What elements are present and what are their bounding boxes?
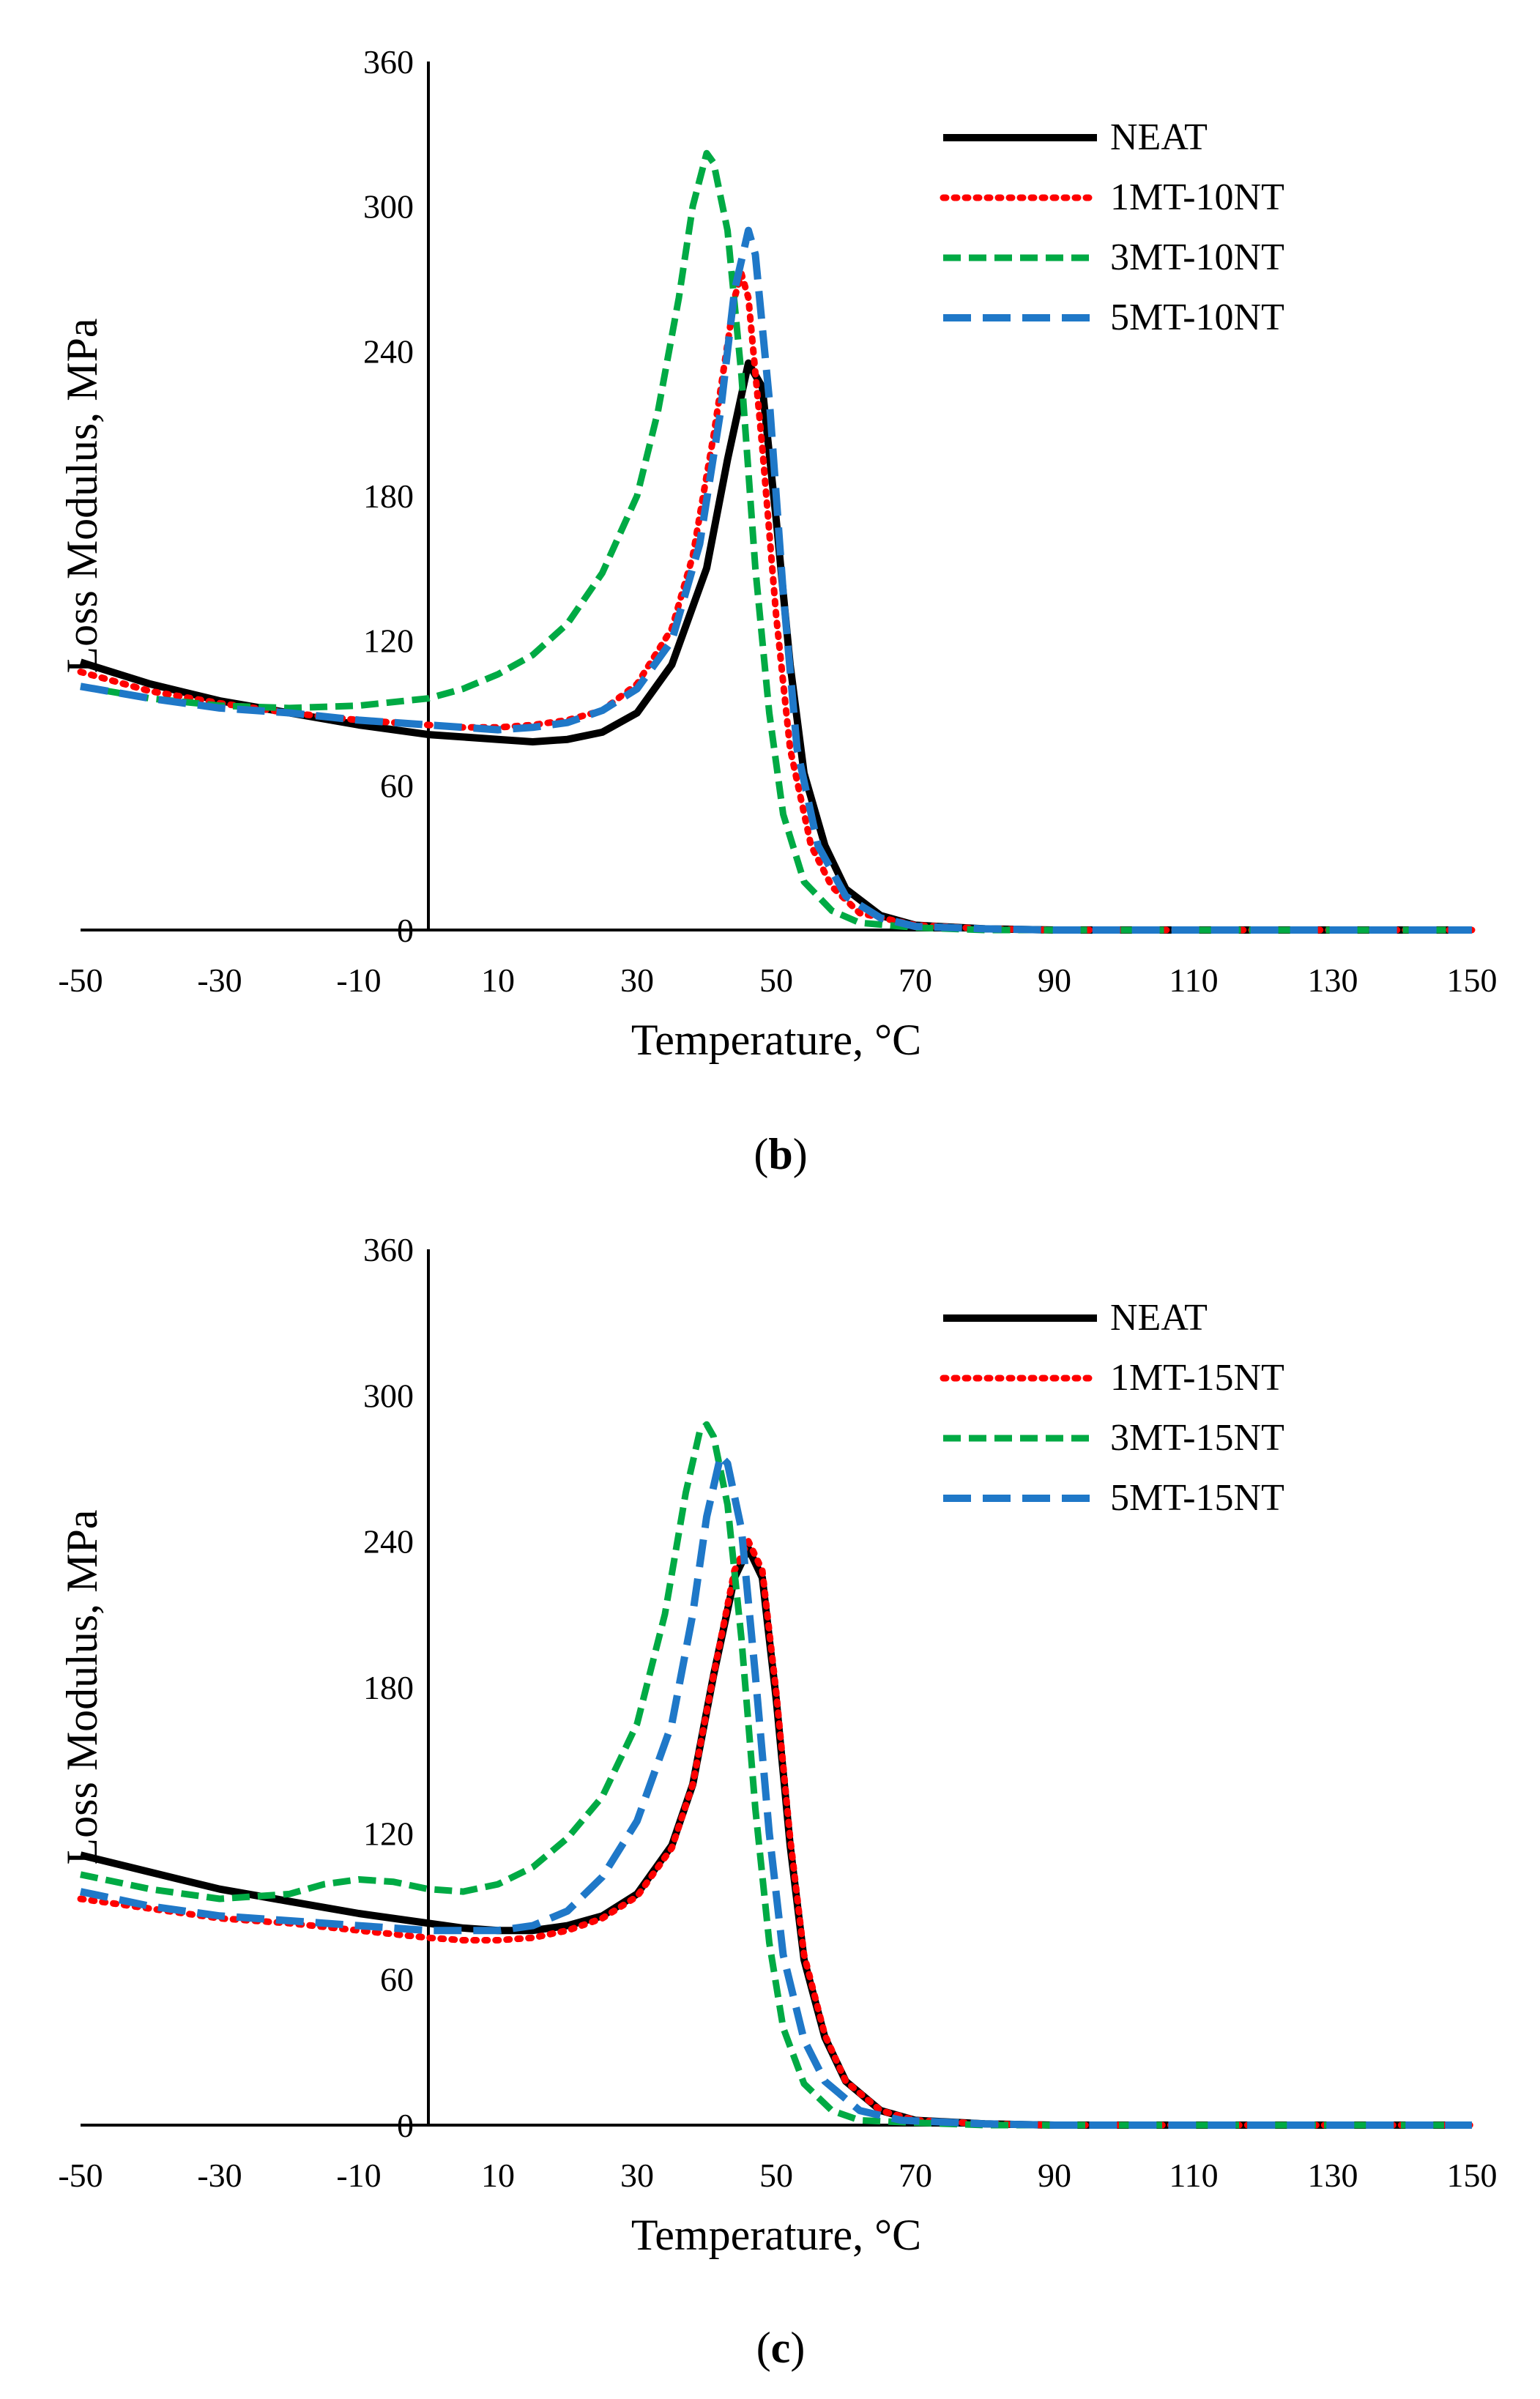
x-axis-title: Temperature, °C xyxy=(631,1016,921,1064)
x-tick-label: 10 xyxy=(481,962,515,999)
x-tick-label: 30 xyxy=(620,2157,654,2194)
series-line-5mt-10nt xyxy=(80,226,1472,934)
y-tick-label: 180 xyxy=(363,1669,414,1706)
y-tick-label: 300 xyxy=(363,1377,414,1414)
panel-label-letter: b xyxy=(768,1130,792,1178)
legend-label-1mt-15nt: 1MT-15NT xyxy=(1110,1357,1284,1399)
x-tick-label: -50 xyxy=(58,962,103,999)
x-tick-label: 150 xyxy=(1447,962,1498,999)
y-tick-label: 240 xyxy=(363,332,414,370)
legend-label-3mt-15nt: 3MT-15NT xyxy=(1110,1417,1284,1459)
y-tick-label: 120 xyxy=(363,1815,414,1852)
chart-panel-b: -50 -30 -10 10 30 50 70 90 110 130 150 0 60 120 180 240… xyxy=(58,43,1498,1178)
y-tick-label: 180 xyxy=(363,477,414,515)
y-tick-label: 120 xyxy=(363,622,414,660)
y-tick-label: 360 xyxy=(363,1231,414,1268)
x-tick-label: 130 xyxy=(1308,962,1358,999)
x-tick-label: 70 xyxy=(899,2157,932,2194)
x-tick-label: 110 xyxy=(1169,962,1218,999)
x-tick-label: 90 xyxy=(1038,2157,1071,2194)
series-line-1mt-15nt xyxy=(77,1538,1476,2129)
legend-label-1mt-10nt: 1MT-10NT xyxy=(1110,176,1284,218)
series-line-3mt-10nt xyxy=(80,149,1472,934)
x-tick-label: 90 xyxy=(1038,962,1071,999)
series-line-5mt-15nt xyxy=(79,1452,1472,2129)
y-tick-label: 0 xyxy=(397,2107,414,2144)
y-axis-title: Loss Modulus, MPa xyxy=(58,1509,106,1864)
legend-label-3mt-10nt: 3MT-10NT xyxy=(1110,237,1284,278)
x-tick-label: -30 xyxy=(197,2157,242,2194)
y-tick-label: 360 xyxy=(363,43,414,81)
x-tick-label: 50 xyxy=(759,2157,793,2194)
panel-label: (c) xyxy=(756,2324,806,2372)
x-tick-label: -50 xyxy=(58,2157,103,2194)
legend-label-neat: NEAT xyxy=(1110,116,1208,158)
legend-label-5mt-15nt: 5MT-15NT xyxy=(1110,1477,1284,1519)
x-tick-label: 30 xyxy=(620,962,654,999)
x-tick-label: 110 xyxy=(1169,2157,1218,2194)
legend-label-neat: NEAT xyxy=(1110,1297,1208,1339)
x-tick-label: 70 xyxy=(899,962,932,999)
panel-label: (b) xyxy=(754,1130,807,1178)
y-tick-label: 0 xyxy=(397,912,414,949)
x-tick-label: 50 xyxy=(759,962,793,999)
y-tick-label: 60 xyxy=(380,767,414,804)
legend-label-5mt-10nt: 5MT-10NT xyxy=(1110,297,1284,338)
y-tick-label: 240 xyxy=(363,1523,414,1561)
y-tick-label: 300 xyxy=(363,188,414,226)
y-axis-title: Loss Modulus, MPa xyxy=(58,318,106,673)
chart-panel-c: -50 -30 -10 10 30 50 70 90 110 130 150 0 60 120 180 240… xyxy=(58,1231,1498,2372)
x-tick-label: -30 xyxy=(197,962,242,999)
panel-label-letter: c xyxy=(771,2324,791,2372)
y-tick-label: 60 xyxy=(380,1961,414,1998)
x-axis-title: Temperature, °C xyxy=(631,2211,921,2259)
series-line-3mt-15nt xyxy=(80,1421,1472,2129)
x-tick-label: -10 xyxy=(336,962,381,999)
x-tick-label: -10 xyxy=(336,2157,381,2194)
x-tick-label: 130 xyxy=(1308,2157,1358,2194)
x-tick-label: 150 xyxy=(1447,2157,1498,2194)
x-tick-label: 10 xyxy=(481,2157,515,2194)
